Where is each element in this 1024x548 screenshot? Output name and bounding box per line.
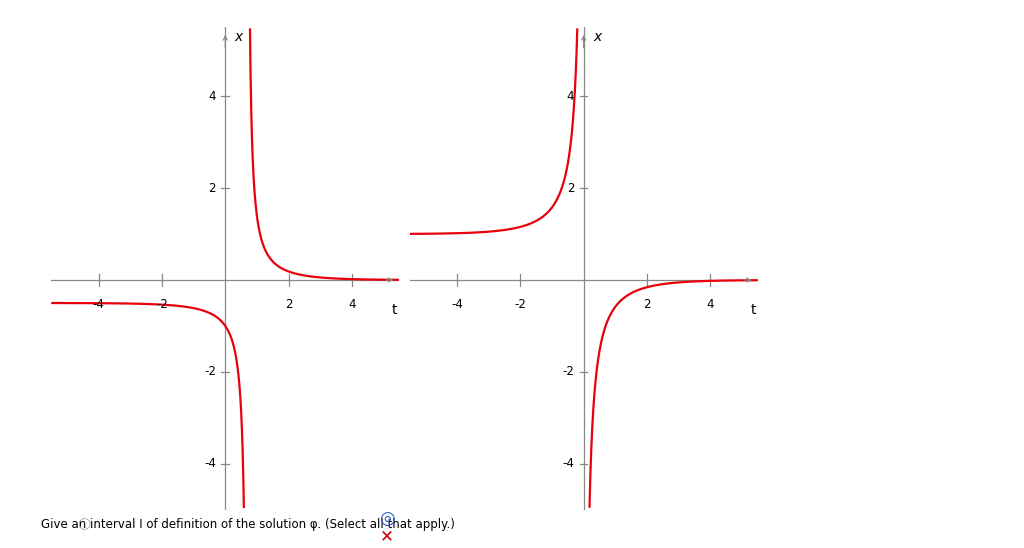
Text: -4: -4 [562, 457, 574, 470]
Text: 2: 2 [208, 181, 216, 195]
Text: x: x [234, 30, 243, 44]
Text: 2: 2 [643, 298, 650, 311]
Text: t: t [392, 303, 397, 317]
Text: -2: -2 [562, 366, 574, 378]
Text: -4: -4 [93, 298, 104, 311]
Text: -2: -2 [514, 298, 526, 311]
Text: 4: 4 [707, 298, 714, 311]
Text: 4: 4 [348, 298, 355, 311]
Text: -2: -2 [156, 298, 168, 311]
Text: 4: 4 [208, 90, 216, 103]
Text: 2: 2 [285, 298, 292, 311]
Text: 2: 2 [566, 181, 574, 195]
Text: -4: -4 [204, 457, 216, 470]
Text: ✕: ✕ [380, 527, 394, 545]
Text: ○: ○ [78, 516, 90, 531]
Text: -2: -2 [204, 366, 216, 378]
Text: t: t [751, 303, 756, 317]
Text: -4: -4 [452, 298, 463, 311]
Text: x: x [593, 30, 601, 44]
Text: ◎: ◎ [379, 510, 395, 528]
Text: Give an interval I of definition of the solution φ. (Select all that apply.): Give an interval I of definition of the … [41, 518, 455, 531]
Text: 4: 4 [566, 90, 574, 103]
